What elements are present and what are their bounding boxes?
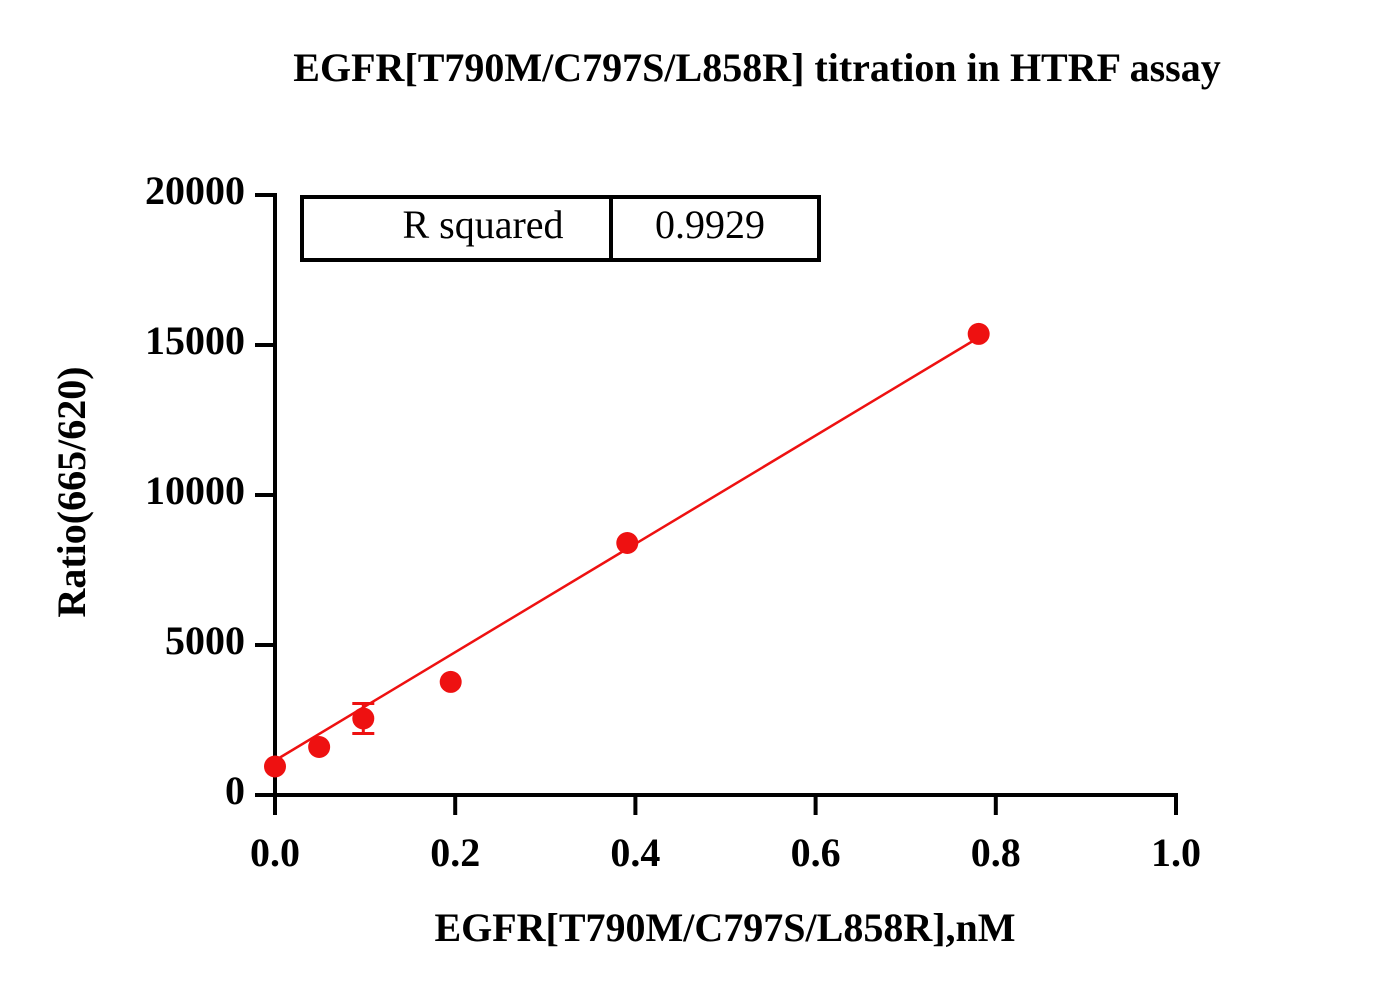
point	[264, 755, 286, 778]
x-tick-label: 0.8	[971, 830, 1021, 875]
point	[308, 736, 331, 758]
chart-title: EGFR[T790M/C797S/L858R] titration in HTR…	[293, 45, 1220, 90]
x-tick-label: 0.6	[791, 830, 841, 875]
x-axis-label: EGFR[T790M/C797S/L858R],nM	[434, 905, 1015, 950]
y-tick-label: 20000	[145, 168, 245, 213]
y-tick-label: 15000	[145, 318, 245, 363]
annotation-value: 0.9929	[655, 202, 765, 247]
annotation-box	[300, 195, 821, 262]
point	[352, 707, 375, 730]
x-tick-label: 1.0	[1151, 830, 1201, 875]
annotation-label: R squared	[402, 202, 563, 247]
x-tick-label: 0.0	[250, 830, 300, 875]
y-tick-label: 5000	[165, 618, 245, 663]
y-tick-label: 10000	[145, 468, 245, 513]
y-tick-label: 0	[225, 768, 245, 813]
y-axis-label: Ratio(665/620)	[49, 366, 94, 617]
point	[616, 532, 639, 554]
point	[967, 322, 990, 345]
x-tick-label: 0.2	[430, 830, 480, 875]
point	[439, 670, 462, 693]
x-tick-label: 0.4	[610, 830, 660, 875]
